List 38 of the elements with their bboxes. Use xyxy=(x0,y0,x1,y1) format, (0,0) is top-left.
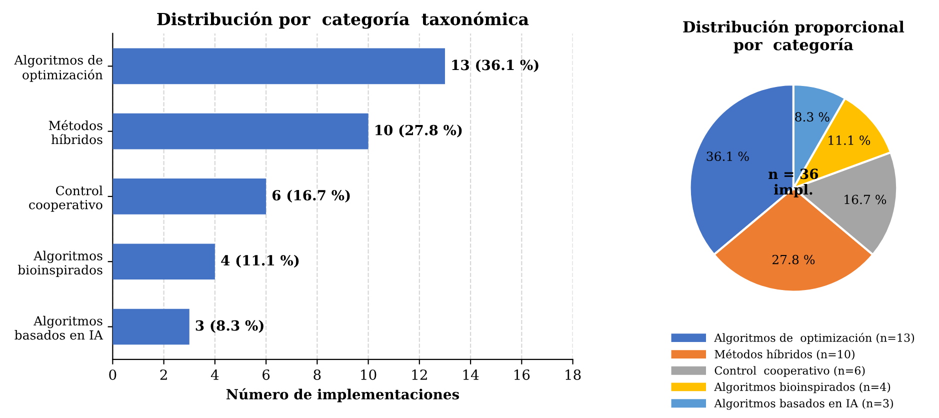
x-tick-label: 18 xyxy=(566,369,581,380)
data-label: 3 (8.3 %) xyxy=(196,320,264,333)
data-label: 11.1 % xyxy=(828,135,870,145)
data-label: 8.3 % xyxy=(795,112,830,122)
x-axis-title: Número de implementaciones xyxy=(226,388,460,402)
x-tick-label: 6 xyxy=(262,369,270,380)
legend-label: Control cooperativo (n=6) xyxy=(714,366,865,377)
bar xyxy=(112,308,190,345)
x-tick-label: 8 xyxy=(314,369,321,380)
x-tick-label: 12 xyxy=(412,369,427,380)
y-tick-label: Control cooperativo xyxy=(29,186,103,212)
legend-label: Algoritmos de optimización (n=13) xyxy=(714,332,914,344)
data-label: 13 (36.1 %) xyxy=(452,59,538,72)
legend-label: Algoritmos basados en IA (n=3) xyxy=(714,398,893,410)
y-tick-label: Algoritmos de optimización xyxy=(14,55,103,82)
data-label: 4 (11.1 %) xyxy=(221,254,299,268)
x-tick-label: 4 xyxy=(210,369,219,380)
bar xyxy=(112,178,266,214)
chart-title: Distribución proporcional por categoría xyxy=(683,20,904,54)
legend-label: Algoritmos bioinspirados (n=4) xyxy=(714,382,890,394)
y-tick-label: Algoritmos bioinspirados xyxy=(18,250,102,277)
x-tick-label: 10 xyxy=(361,369,376,380)
data-label: 27.8 % xyxy=(772,254,815,264)
bar xyxy=(112,48,445,84)
data-label: 16.7 % xyxy=(844,194,886,204)
data-label: 36.1 % xyxy=(706,152,749,162)
x-tick-label: 14 xyxy=(463,369,479,380)
chart-title: Distribución por categoría taxonómica xyxy=(157,12,529,29)
data-label: 10 (27.8 %) xyxy=(376,124,462,138)
legend-label: Métodos híbridos (n=10) xyxy=(714,349,854,360)
bar xyxy=(112,244,215,280)
bar xyxy=(112,113,368,150)
x-tick-label: 16 xyxy=(514,369,530,380)
y-tick-label: Algoritmos basados en IA xyxy=(14,316,104,340)
x-tick-label: 2 xyxy=(160,369,167,380)
data-label: 6 (16.7 %) xyxy=(272,190,350,202)
x-tick-label: 0 xyxy=(109,369,116,380)
y-tick-label: Métodos híbridos xyxy=(48,120,102,144)
